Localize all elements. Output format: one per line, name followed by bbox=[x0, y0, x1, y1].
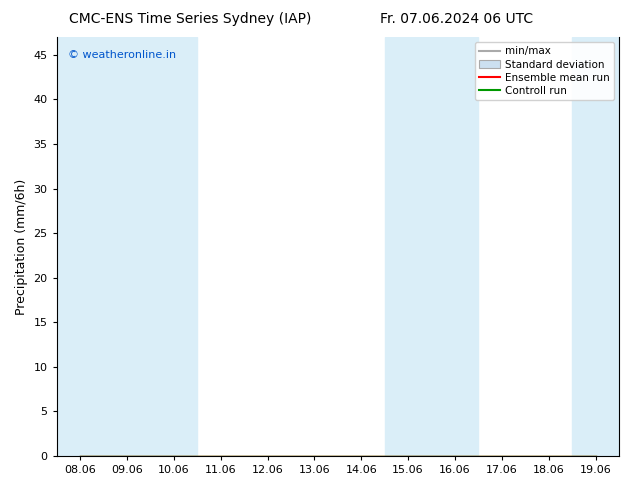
Text: © weatheronline.in: © weatheronline.in bbox=[68, 49, 176, 60]
Y-axis label: Precipitation (mm/6h): Precipitation (mm/6h) bbox=[15, 178, 28, 315]
Bar bbox=[56, 37, 103, 456]
Bar bbox=[103, 37, 150, 456]
Legend: min/max, Standard deviation, Ensemble mean run, Controll run: min/max, Standard deviation, Ensemble me… bbox=[475, 42, 614, 100]
Bar bbox=[150, 37, 197, 456]
Bar bbox=[572, 37, 619, 456]
Bar bbox=[432, 37, 479, 456]
Bar bbox=[385, 37, 432, 456]
Text: CMC-ENS Time Series Sydney (IAP): CMC-ENS Time Series Sydney (IAP) bbox=[69, 12, 311, 26]
Text: Fr. 07.06.2024 06 UTC: Fr. 07.06.2024 06 UTC bbox=[380, 12, 533, 26]
